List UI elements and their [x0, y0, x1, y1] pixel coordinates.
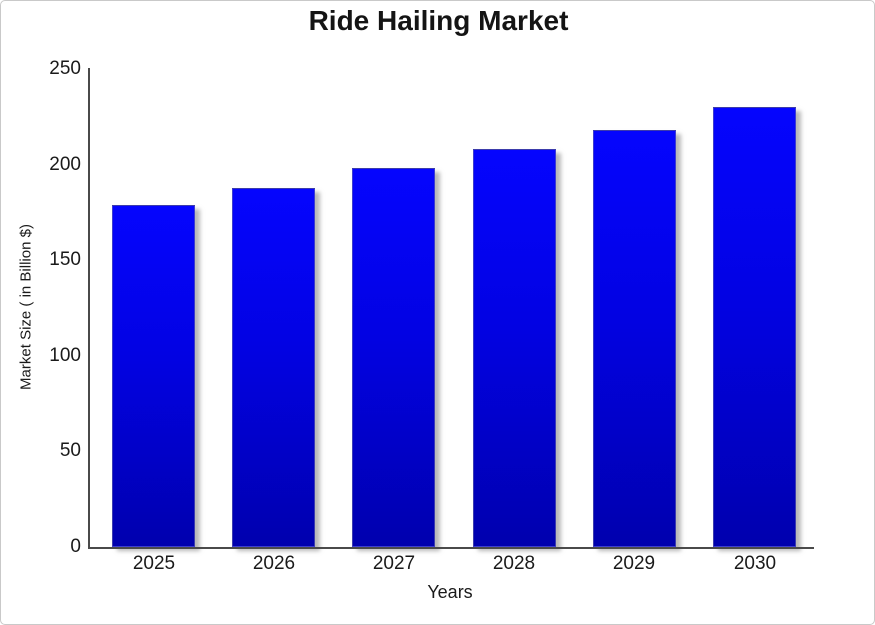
y-tick-label-100: 100: [49, 344, 81, 366]
y-axis-line: [88, 68, 90, 549]
y-tick-label-200: 200: [49, 153, 81, 175]
bar-2028: [473, 149, 556, 547]
y-tick-label-50: 50: [59, 440, 81, 462]
x-axis-title: Years: [427, 582, 473, 602]
bar-2026: [232, 187, 315, 547]
bar-2025: [112, 204, 195, 547]
y-axis-title: Market Size ( in Billion $): [17, 224, 35, 390]
x-tick-label-2029: 2029: [612, 553, 656, 574]
x-tick-label-2027: 2027: [372, 553, 416, 574]
x-tick-label-2030: 2030: [733, 553, 777, 574]
x-tick-label-2025: 2025: [132, 553, 176, 574]
y-tick-label-150: 150: [49, 249, 81, 271]
x-axis-line: [88, 547, 814, 549]
x-tick-label-2028: 2028: [492, 553, 536, 574]
bar-2029: [593, 130, 676, 547]
bar-2027: [352, 168, 435, 547]
x-tick-label-2026: 2026: [252, 553, 296, 574]
bar-2030: [713, 107, 796, 547]
y-tick-label-250: 250: [49, 58, 81, 79]
chart-title: Ride Hailing Market: [308, 5, 569, 36]
y-tick-label-0: 0: [70, 536, 81, 557]
